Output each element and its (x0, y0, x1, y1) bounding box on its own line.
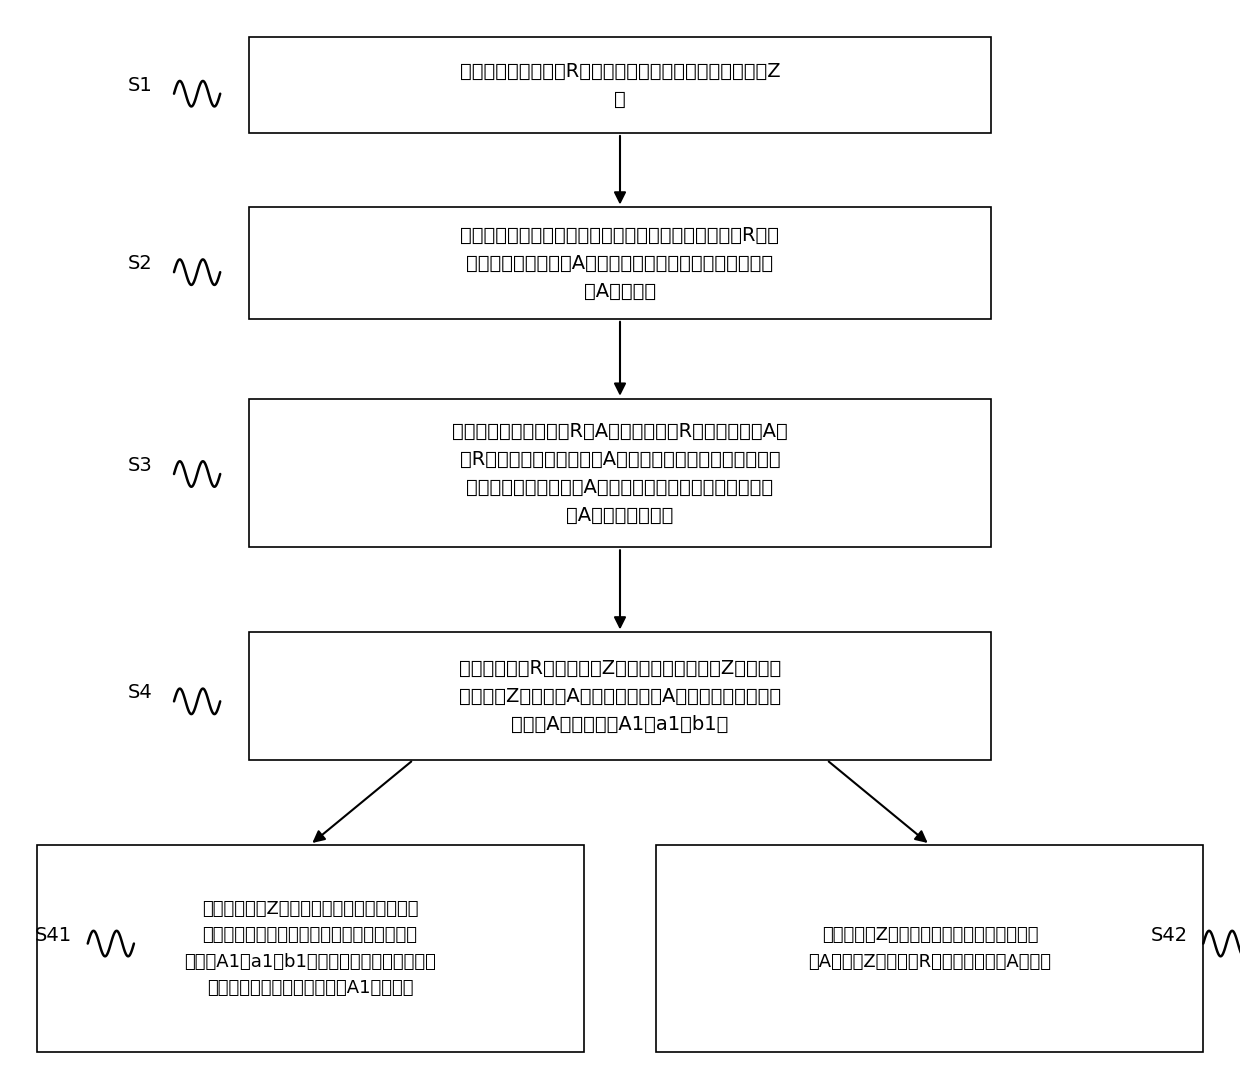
FancyBboxPatch shape (656, 844, 1203, 1051)
Text: S4: S4 (128, 683, 153, 702)
FancyBboxPatch shape (249, 37, 991, 133)
Text: 获取所述摇杆从起始的原点开始摇动后，所述摇杆进入R区，
所述摇杆当前位置为A点，确定所述摇杆的操作方向为原点
到A点的方向: 获取所述摇杆从起始的原点开始摇动后，所述摇杆进入R区， 所述摇杆当前位置为A点，… (460, 225, 780, 300)
FancyBboxPatch shape (249, 399, 991, 547)
Text: 设定摇杆的释放区域R区，设定用于摇杆释放后回程的区域Z
区: 设定摇杆的释放区域R区，设定用于摇杆释放后回程的区域Z 区 (460, 62, 780, 108)
Text: 若所述摇杆Z区未被释放，所述摇杆的实时位
置A点经过Z区再返回R区，则继续刷新A点坐标: 若所述摇杆Z区未被释放，所述摇杆的实时位 置A点经过Z区再返回R区，则继续刷新A… (808, 926, 1052, 970)
Text: S1: S1 (128, 76, 153, 94)
Text: 实时检测摇杆R区是否进入Z区，当所述摇杆进入Z区，所述
摇杆进入Z区的位置A点为无效点并且A点坐标不予更新，保
存所述A点当前坐标A1（a1，b1）: 实时检测摇杆R区是否进入Z区，当所述摇杆进入Z区，所述 摇杆进入Z区的位置A点为… (459, 659, 781, 734)
FancyBboxPatch shape (249, 632, 991, 760)
Text: S3: S3 (128, 456, 153, 475)
Text: S42: S42 (1151, 926, 1188, 944)
Text: S2: S2 (128, 254, 153, 273)
Text: S41: S41 (35, 926, 72, 944)
Text: 若所述摇杆在Z区被释放，对原点进行检测，
判断摇杆是否停留在原点；若摇杆停留在原点
则坐标A1（a1，b1）为最终摇杆释放点，确定
所述摇杆的操作方向从原点到A: 若所述摇杆在Z区被释放，对原点进行检测， 判断摇杆是否停留在原点；若摇杆停留在原… (185, 900, 436, 997)
FancyBboxPatch shape (37, 844, 584, 1051)
Text: 实时检测所述摇杆位于R区A点后，继续在R区摇动形成的A点
在R区的运动轨迹，对所述A点的坐标实时刷新，确定所述摇
杆的操作方向为原点到A点的方向，所述摇杆的操作: 实时检测所述摇杆位于R区A点后，继续在R区摇动形成的A点 在R区的运动轨迹，对所… (453, 422, 787, 525)
FancyBboxPatch shape (249, 207, 991, 319)
